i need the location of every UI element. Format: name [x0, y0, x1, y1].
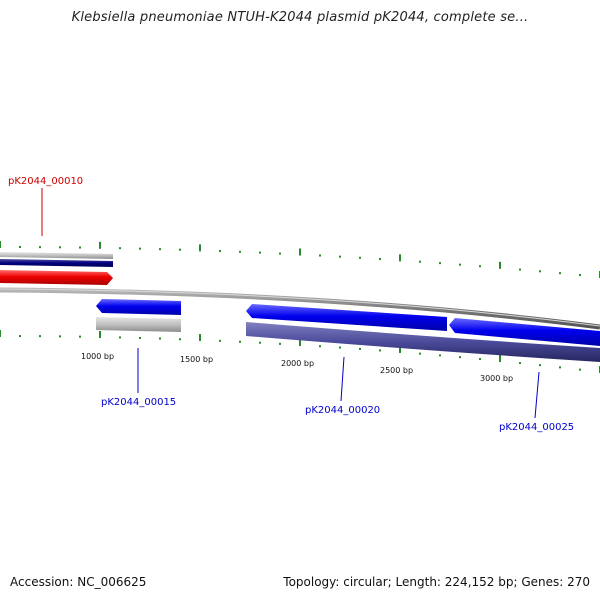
gene-band-pK2044_00010-outer[interactable] — [0, 252, 113, 259]
scale-label-1000: 1000 bp — [81, 352, 114, 361]
leader-pK2044_00020 — [340, 356, 345, 402]
cds-arrow-pK2044_00020[interactable] — [246, 304, 447, 331]
gene-band-pK2044_00020[interactable] — [246, 322, 600, 362]
accession-text: Accession: NC_006625 — [10, 575, 147, 589]
sequence-backbone — [0, 287, 600, 330]
map-title: Klebsiella pneumoniae NTUH-K2044 plasmid… — [71, 10, 529, 25]
gene-label-pK2044_00010[interactable]: pK2044_00010 — [8, 176, 83, 187]
leader-pK2044_00025 — [534, 371, 540, 419]
gene-label-pK2044_00015[interactable]: pK2044_00015 — [101, 397, 176, 408]
topology-summary: Topology: circular; Length: 224,152 bp; … — [283, 575, 590, 589]
scale-label-2000: 2000 bp — [281, 359, 314, 368]
gene-label-pK2044_00020[interactable]: pK2044_00020 — [305, 405, 380, 416]
gene-label-pK2044_00025[interactable]: pK2044_00025 — [499, 422, 574, 433]
gene-band-pK2044_00010[interactable] — [0, 259, 113, 267]
cds-arrow-pK2044_00015[interactable] — [96, 299, 181, 315]
cds-arrow-pK2044_00025[interactable] — [449, 318, 600, 346]
scale-label-2500: 2500 bp — [380, 366, 413, 375]
cds-arrow-pK2044_00010[interactable] — [0, 270, 113, 285]
scale-label-1500: 1500 bp — [180, 355, 213, 364]
outer-tick-marks — [0, 241, 600, 278]
scale-label-3000: 3000 bp — [480, 374, 513, 383]
gene-band-pK2044_00015[interactable] — [96, 317, 181, 332]
